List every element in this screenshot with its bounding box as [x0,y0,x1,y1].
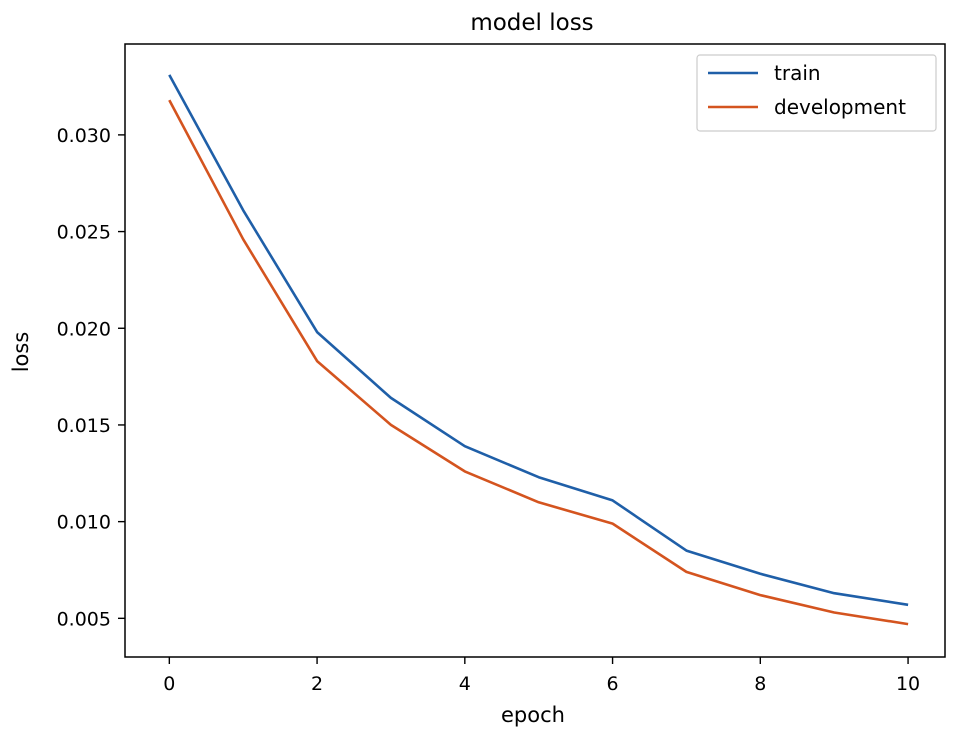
series-line-development [168,99,909,626]
chart-title: model loss [470,10,593,36]
y-tick-label: 0.015 [57,415,111,437]
plot-area [124,43,946,658]
legend-label-train: train [774,61,821,85]
y-tick-label: 0.020 [57,318,111,340]
x-axis-title: epoch [501,703,565,727]
x-axis-ticks: 0 2 4 6 8 10 [163,657,920,695]
series-lines [168,74,909,626]
legend: train development [696,54,937,132]
y-tick-label: 0.025 [57,222,111,244]
x-tick-label: 8 [754,673,766,695]
x-tick-label: 4 [459,673,471,695]
x-tick-label: 6 [607,673,619,695]
y-tick-label: 0.010 [57,512,111,534]
y-tick-label: 0.005 [57,608,111,630]
x-tick-label: 2 [311,673,323,695]
y-tick-label: 0.030 [57,125,111,147]
y-axis-ticks: 0.005 0.010 0.015 0.020 0.025 0.030 [57,125,125,630]
y-axis-title: loss [9,332,33,373]
series-line-train [168,74,909,607]
x-tick-label: 0 [163,673,175,695]
x-tick-label: 10 [896,673,920,695]
legend-label-development: development [774,95,906,119]
